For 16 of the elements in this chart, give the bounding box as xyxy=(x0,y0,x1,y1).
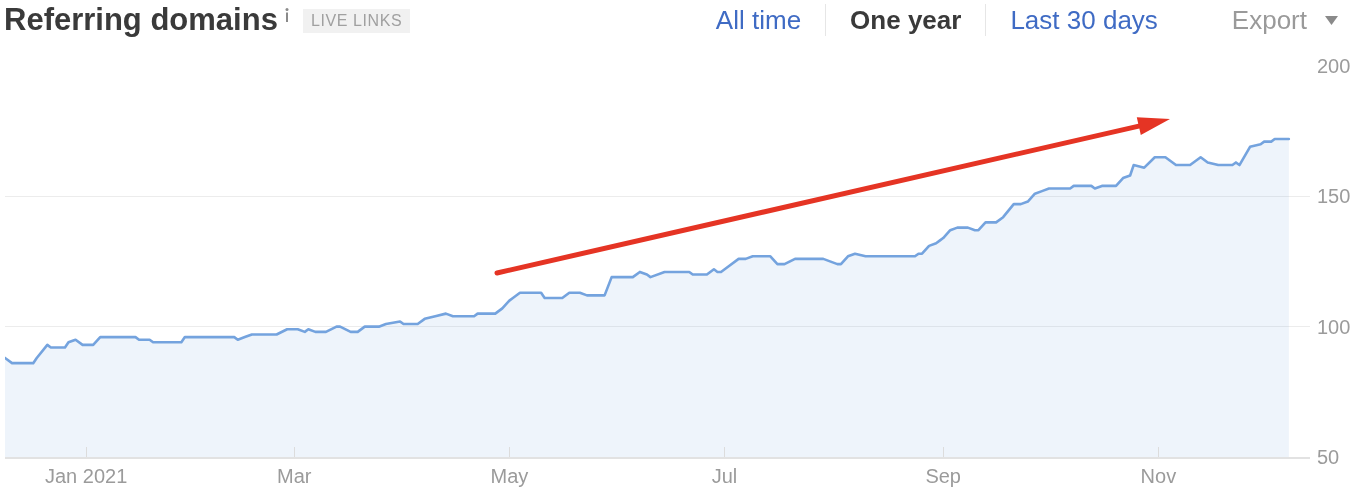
x-tick-label: Jul xyxy=(711,465,738,487)
text: One year xyxy=(825,4,986,36)
x-tick-label: Nov xyxy=(1140,465,1177,487)
x-tick-label: Mar xyxy=(276,465,312,487)
text: All time xyxy=(714,4,803,36)
x-tick-label: Jan 2021 xyxy=(44,465,128,487)
text: Export xyxy=(1230,4,1308,36)
y-tick-label: 200 xyxy=(1317,55,1351,77)
text: Last 30 days xyxy=(985,4,1182,36)
x-tick-label: Sep xyxy=(925,465,961,487)
chart-title: Referring domains xyxy=(4,1,278,39)
x-tick-label: May xyxy=(490,465,529,487)
chart-subtitle: LIVE LINKS xyxy=(302,9,411,33)
y-tick-label: 150 xyxy=(1317,185,1351,208)
y-tick-label: 100 xyxy=(1317,315,1351,338)
y-tick-label: 50 xyxy=(1317,446,1340,468)
